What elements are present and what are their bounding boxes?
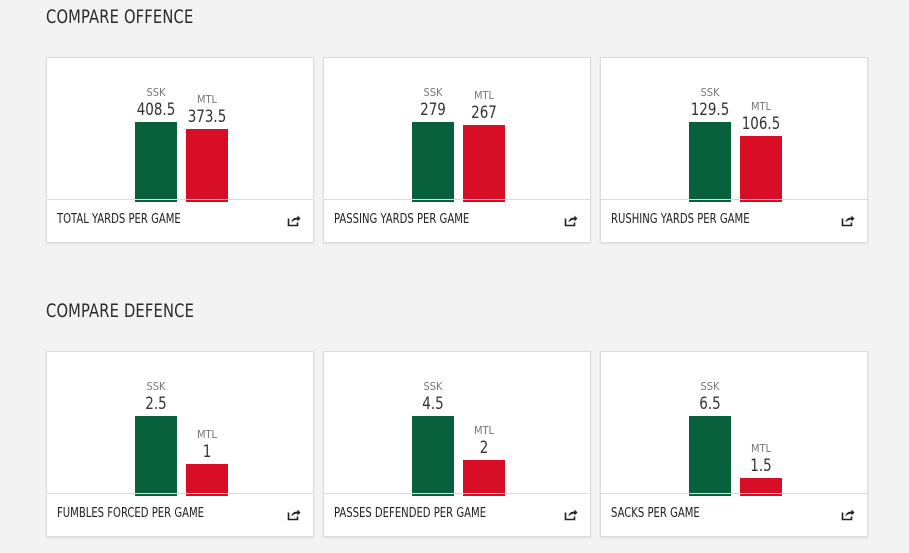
bar-group-ssk: 4.5 SSK	[412, 380, 454, 496]
chart-plot: 408.5 SSK 373.5 MTL	[47, 58, 313, 202]
team-label: SSK	[423, 86, 443, 99]
card-footer: PASSING YARDS PER GAME	[324, 199, 590, 242]
share-icon[interactable]	[841, 213, 855, 227]
bar-value: 1.5	[750, 456, 772, 476]
bar-group-mtl: 373.5 MTL	[186, 93, 228, 202]
card-footer: RUSHING YARDS PER GAME	[601, 199, 867, 242]
bar-value: 2	[479, 438, 489, 458]
team-label: MTL	[473, 89, 495, 102]
bar-mtl	[186, 129, 228, 202]
bar-value: 408.5	[136, 100, 176, 120]
bar-ssk	[135, 122, 177, 202]
chart-plot: 4.5 SSK 2 MTL	[324, 352, 590, 496]
card-footer: PASSES DEFENDED PER GAME	[324, 493, 590, 536]
team-label: SSK	[700, 380, 720, 393]
bar-group-mtl: 2 MTL	[463, 424, 505, 496]
stat-label: TOTAL YARDS PER GAME	[57, 212, 181, 227]
team-label: MTL	[750, 100, 772, 113]
bar-value: 267	[471, 103, 497, 123]
bar-group-mtl: 267 MTL	[463, 89, 505, 202]
stat-label: PASSING YARDS PER GAME	[334, 212, 470, 227]
bar-mtl	[740, 478, 782, 496]
section-title-offence: COMPARE OFFENCE	[46, 6, 194, 28]
bar-mtl	[740, 136, 782, 202]
chart-plot: 6.5 SSK 1.5 MTL	[601, 352, 867, 496]
bar-mtl	[463, 125, 505, 202]
bar-group-mtl: 106.5 MTL	[740, 100, 782, 202]
defence-cards: 2.5 SSK 1 MTL FUMBLES FORCED PER GAME 4.5 SS…	[46, 351, 869, 539]
share-icon[interactable]	[287, 213, 301, 227]
bar-value: 4.5	[422, 394, 444, 414]
bar-ssk	[135, 416, 177, 496]
card-footer: FUMBLES FORCED PER GAME	[47, 493, 313, 536]
chart-plot: 129.5 SSK 106.5 MTL	[601, 58, 867, 202]
bar-value: 1	[202, 442, 212, 462]
stat-label: PASSES DEFENDED PER GAME	[334, 506, 487, 521]
bar-group-mtl: 1.5 MTL	[740, 442, 782, 496]
card-fumbles-forced: 2.5 SSK 1 MTL FUMBLES FORCED PER GAME	[46, 351, 314, 537]
card-footer: SACKS PER GAME	[601, 493, 867, 536]
card-passes-defended: 4.5 SSK 2 MTL PASSES DEFENDED PER GAME	[323, 351, 591, 537]
team-label: SSK	[700, 86, 720, 99]
bar-mtl	[463, 460, 505, 496]
stat-label: FUMBLES FORCED PER GAME	[57, 506, 205, 521]
bar-value: 6.5	[699, 394, 721, 414]
bar-ssk	[412, 416, 454, 496]
bar-group-ssk: 2.5 SSK	[135, 380, 177, 496]
team-label: MTL	[196, 93, 218, 106]
bar-value: 106.5	[741, 114, 781, 134]
section-title-defence: COMPARE DEFENCE	[46, 300, 195, 322]
share-icon[interactable]	[841, 507, 855, 521]
bar-group-ssk: 408.5 SSK	[135, 86, 177, 202]
share-icon[interactable]	[564, 507, 578, 521]
bar-value: 279	[420, 100, 446, 120]
card-sacks: 6.5 SSK 1.5 MTL SACKS PER GAME	[600, 351, 868, 537]
team-label: MTL	[750, 442, 772, 455]
bar-mtl	[186, 464, 228, 496]
bar-group-ssk: 6.5 SSK	[689, 380, 731, 496]
chart-plot: 2.5 SSK 1 MTL	[47, 352, 313, 496]
bar-ssk	[689, 416, 731, 496]
stat-label: SACKS PER GAME	[611, 506, 700, 521]
team-label: SSK	[146, 380, 166, 393]
offence-cards: 408.5 SSK 373.5 MTL TOTAL YARDS PER GAME 27…	[46, 57, 869, 245]
bar-value: 129.5	[690, 100, 730, 120]
card-total-yards: 408.5 SSK 373.5 MTL TOTAL YARDS PER GAME	[46, 57, 314, 243]
bar-group-ssk: 279 SSK	[412, 86, 454, 202]
share-icon[interactable]	[287, 507, 301, 521]
team-label: MTL	[196, 428, 218, 441]
card-rushing-yards: 129.5 SSK 106.5 MTL RUSHING YARDS PER GAME	[600, 57, 868, 243]
bar-value: 373.5	[187, 107, 227, 127]
bar-group-ssk: 129.5 SSK	[689, 86, 731, 202]
card-passing-yards: 279 SSK 267 MTL PASSING YARDS PER GAME	[323, 57, 591, 243]
chart-plot: 279 SSK 267 MTL	[324, 58, 590, 202]
share-icon[interactable]	[564, 213, 578, 227]
bar-group-mtl: 1 MTL	[186, 428, 228, 496]
team-label: MTL	[473, 424, 495, 437]
team-label: SSK	[146, 86, 166, 99]
bar-value: 2.5	[145, 394, 167, 414]
bar-ssk	[689, 122, 731, 202]
team-label: SSK	[423, 380, 443, 393]
card-footer: TOTAL YARDS PER GAME	[47, 199, 313, 242]
bar-ssk	[412, 122, 454, 202]
stat-label: RUSHING YARDS PER GAME	[611, 212, 750, 227]
